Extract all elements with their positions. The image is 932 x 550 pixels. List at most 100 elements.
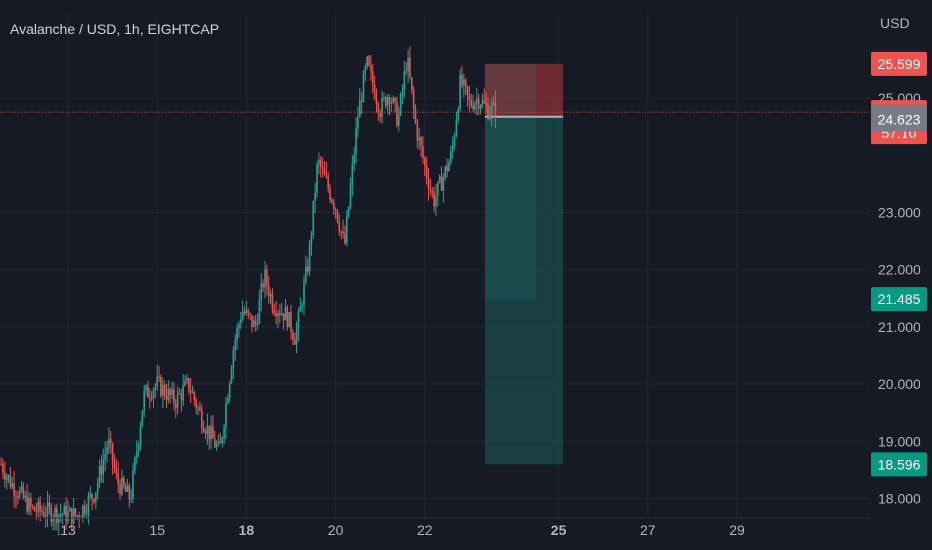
- candle-body: [375, 98, 378, 105]
- candle-body: [338, 221, 341, 232]
- candle-body: [251, 315, 253, 327]
- candle-body: [212, 426, 214, 439]
- candle-body: [279, 313, 281, 315]
- candle-body: [227, 398, 229, 404]
- candle-body: [189, 390, 192, 393]
- candle-body: [429, 189, 432, 191]
- candle-body: [161, 384, 164, 396]
- candle-body: [180, 393, 183, 401]
- candle-body: [420, 137, 422, 147]
- candle-body: [271, 293, 274, 310]
- candle-body: [30, 497, 32, 506]
- candle-body: [334, 208, 337, 210]
- candle-body: [390, 102, 393, 104]
- candle-body: [455, 119, 458, 136]
- candle-body: [466, 85, 469, 96]
- price-badge-target: [871, 452, 927, 477]
- candle-body: [124, 486, 127, 492]
- candle-body: [87, 496, 90, 514]
- candle-body: [154, 385, 157, 391]
- candle-body: [437, 181, 439, 196]
- candle-body: [13, 482, 15, 496]
- candle-body: [397, 114, 400, 127]
- time-axis[interactable]: 13 15 18 20 22 25 27 29: [60, 522, 745, 538]
- candle-body: [345, 216, 348, 244]
- x-tick-label: 27: [640, 522, 656, 538]
- candle-body: [206, 425, 209, 434]
- candle-body: [89, 494, 92, 497]
- stop-loss-zone[interactable]: [485, 63, 564, 117]
- candle-body: [76, 515, 79, 517]
- candle-body: [459, 74, 461, 110]
- candle-body: [11, 482, 14, 488]
- candle-body: [425, 165, 428, 179]
- candle-body: [95, 492, 97, 503]
- candle-body: [474, 103, 476, 110]
- candle-body: [362, 73, 365, 102]
- candle-body: [358, 100, 361, 118]
- price-axis[interactable]: 18.00019.00020.00021.00022.00023.00025.0…: [878, 90, 921, 506]
- candle-body: [383, 97, 385, 99]
- candle-body: [22, 486, 25, 498]
- x-tick-label: 13: [60, 522, 76, 538]
- candle-body: [280, 313, 283, 315]
- candle-body: [24, 495, 27, 498]
- candle-body: [219, 441, 222, 444]
- candle-body: [485, 102, 487, 106]
- candle-body: [35, 511, 38, 513]
- position-zones[interactable]: [485, 63, 564, 465]
- candle-body: [176, 393, 179, 408]
- candle-body: [241, 311, 244, 320]
- candle-body: [147, 385, 149, 398]
- candle-body: [46, 502, 49, 517]
- candle-body: [269, 293, 272, 297]
- candle-body: [165, 395, 168, 400]
- candle-body: [121, 477, 123, 495]
- candle-body: [191, 392, 194, 394]
- candle-body: [78, 515, 80, 519]
- candle-body: [357, 117, 359, 129]
- candle-body: [232, 349, 235, 369]
- candle-body: [128, 485, 131, 500]
- candle-body: [43, 512, 45, 517]
- take-profit-zone[interactable]: [485, 116, 564, 465]
- candle-body: [117, 472, 119, 484]
- candle-body: [431, 190, 434, 193]
- candle-body: [310, 234, 313, 245]
- candle-body: [453, 135, 456, 146]
- candle-body: [450, 151, 452, 163]
- candle-body: [258, 299, 261, 324]
- candle-body: [167, 389, 170, 400]
- candle-body: [201, 410, 203, 429]
- candle-body: [409, 58, 411, 78]
- candle-body: [17, 496, 19, 498]
- candle-body: [39, 501, 41, 512]
- candle-body: [477, 98, 480, 109]
- candle-body: [323, 168, 326, 175]
- candle-body: [282, 313, 285, 321]
- candle-body: [336, 209, 339, 222]
- y-tick-label: 19.000: [878, 433, 921, 449]
- candle-body: [418, 137, 421, 141]
- candle-body: [399, 94, 402, 115]
- candle-body: [245, 309, 248, 314]
- candle-body: [489, 114, 491, 119]
- candle-body: [347, 206, 350, 217]
- currency-label[interactable]: USD: [880, 15, 910, 31]
- candle-body: [197, 407, 199, 409]
- candle-body: [403, 71, 406, 90]
- candle-body: [461, 74, 463, 86]
- candle-body: [230, 368, 233, 383]
- candle-body: [305, 266, 307, 283]
- candle-body: [91, 494, 93, 499]
- candle-body: [427, 178, 430, 190]
- candle-body: [132, 470, 134, 499]
- inner-position-zone[interactable]: [485, 63, 537, 300]
- candle-body: [260, 283, 263, 300]
- candle-body: [306, 266, 309, 272]
- candle-body: [364, 66, 367, 74]
- candle-body: [54, 508, 56, 519]
- candle-body: [273, 309, 276, 314]
- candle-body: [171, 389, 173, 395]
